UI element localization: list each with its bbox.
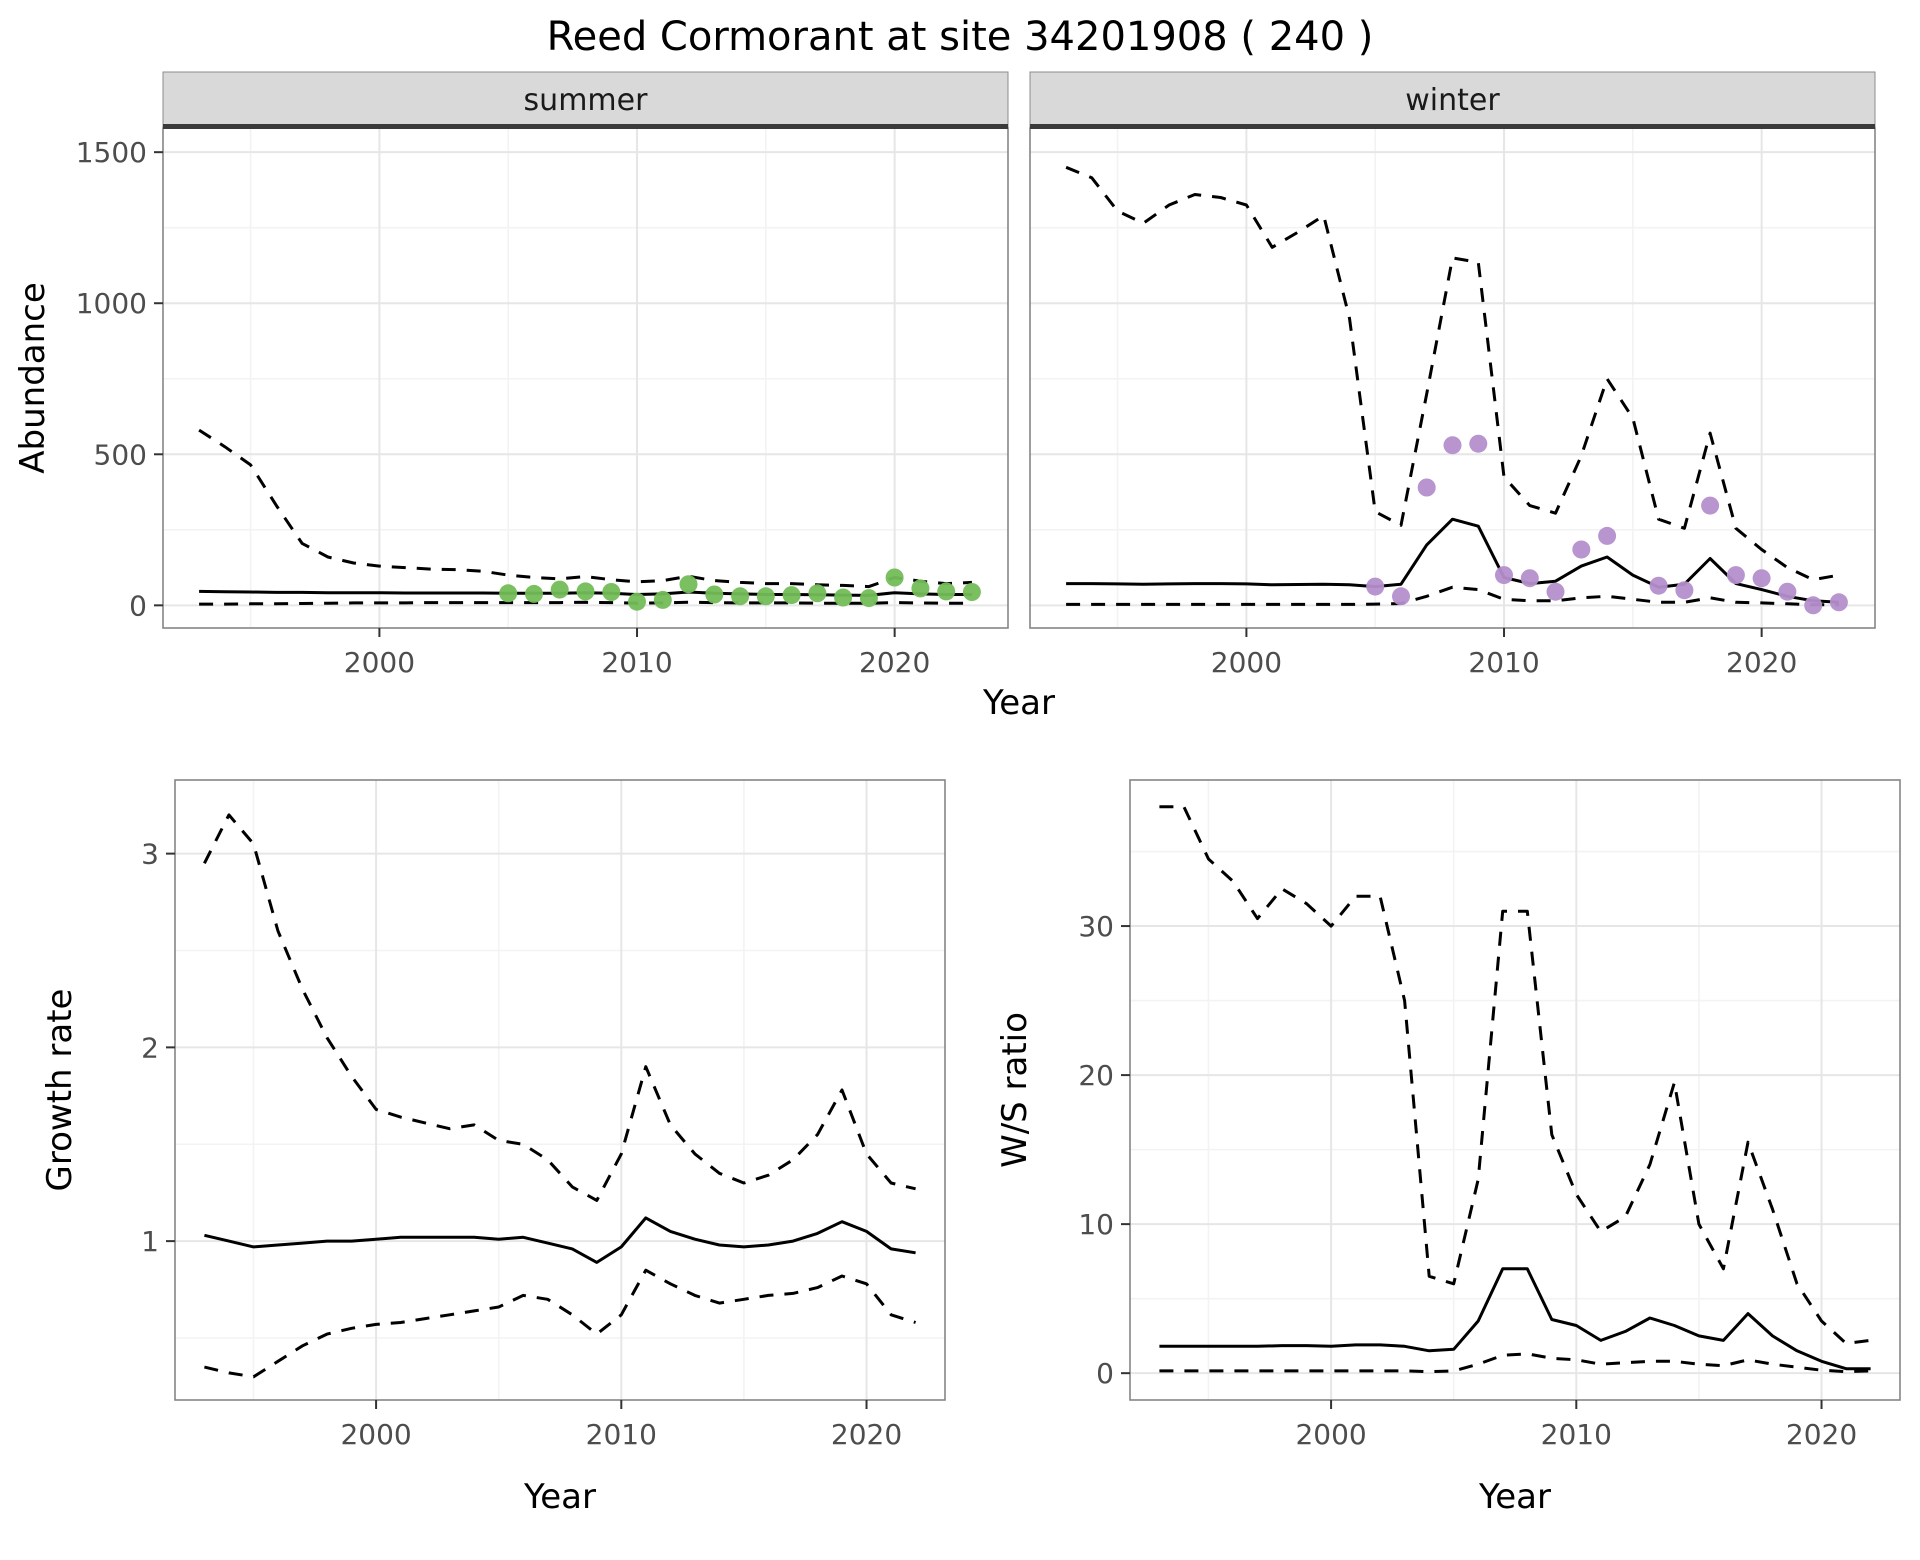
observation-point xyxy=(1829,593,1848,612)
observation-point xyxy=(1598,526,1617,545)
facet-strip xyxy=(1029,71,1876,129)
observation-point xyxy=(962,583,981,601)
observation-point xyxy=(499,584,518,603)
x-axis-title: Year xyxy=(1478,1477,1551,1517)
bottom-row: 2000 2010 2020 1 2 3 Year Growth rate 2000 2010 2… xyxy=(0,750,1920,1540)
series-lower_95ci xyxy=(204,1268,917,1379)
y-tick-label: 3 xyxy=(141,838,159,871)
y-tick-label: 1500 xyxy=(76,136,147,169)
facet-strip-label: winter xyxy=(1405,83,1500,118)
observation-point xyxy=(653,590,672,609)
observation-point xyxy=(550,580,569,599)
observation-point xyxy=(1701,496,1720,515)
x-tick-label: 2020 xyxy=(859,646,930,679)
growth-rate-chart: 2000 2010 2020 1 2 3 Year Growth rate xyxy=(40,779,946,1517)
x-tick-label: 2000 xyxy=(340,1418,411,1451)
observation-point xyxy=(782,586,801,605)
x-tick-label: 2000 xyxy=(344,646,415,679)
panel-abundance_winter: 2000 2010 2020 winter xyxy=(1029,71,1876,679)
panel-border xyxy=(1129,779,1901,1401)
observation-point xyxy=(885,568,904,587)
x-tick-label: 2010 xyxy=(601,646,672,679)
series-lower_95ci xyxy=(1159,1352,1871,1374)
observation-point xyxy=(1752,569,1771,588)
observation-point xyxy=(1520,569,1539,588)
observation-point xyxy=(1572,540,1591,559)
observation-point xyxy=(1417,478,1436,497)
observation-point xyxy=(1649,576,1668,595)
facet-strip xyxy=(162,71,1009,129)
panel-border xyxy=(174,779,946,1401)
observation-point xyxy=(859,589,878,608)
observation-point xyxy=(1443,436,1462,455)
series-lower_95ci xyxy=(1066,585,1839,607)
panel-ws_ratio: 2000 2010 2020 0 10 20 30 xyxy=(1078,779,1901,1451)
y-tick-label: 2 xyxy=(141,1031,159,1064)
observation-point xyxy=(808,584,827,603)
panel-background xyxy=(175,780,945,1400)
page-title: Reed Cormorant at site 34201908 ( 240 ) xyxy=(546,14,1374,60)
panel-abundance_summer: 2000 2010 2020 0 500 1000 1500 summer xyxy=(76,71,1009,679)
observation-point xyxy=(525,584,543,603)
facet-strip-label: summer xyxy=(524,83,649,118)
x-tick-label: 2020 xyxy=(831,1418,902,1451)
y-tick-label: 1000 xyxy=(76,287,147,320)
observation-point xyxy=(731,587,750,606)
panel-growth_rate: 2000 2010 2020 1 2 3 xyxy=(141,779,946,1451)
observation-point xyxy=(1392,587,1410,606)
observation-point xyxy=(1366,577,1385,596)
observation-point xyxy=(602,583,621,601)
series-upper_95ci xyxy=(198,428,972,589)
observation-point xyxy=(937,582,956,601)
panel-background xyxy=(1130,780,1900,1400)
x-axis-title: Year xyxy=(982,683,1055,723)
observation-point xyxy=(1778,582,1797,601)
x-tick-label: 2010 xyxy=(586,1418,657,1451)
y-tick-label: 500 xyxy=(94,438,147,471)
observation-point xyxy=(679,575,698,594)
y-tick-label: 30 xyxy=(1078,910,1114,943)
series-upper_95ci xyxy=(1065,165,1840,582)
y-axis-title: Growth rate xyxy=(40,989,80,1192)
y-tick-label: 0 xyxy=(1096,1357,1114,1390)
observation-point xyxy=(1726,566,1745,585)
series-median xyxy=(1159,1267,1871,1371)
x-tick-label: 2010 xyxy=(1468,646,1539,679)
y-tick-label: 20 xyxy=(1078,1059,1114,1092)
observation-point xyxy=(1546,582,1565,601)
series-median xyxy=(204,1216,916,1264)
x-tick-label: 2020 xyxy=(1786,1418,1857,1451)
observation-point xyxy=(911,579,930,598)
y-tick-label: 1 xyxy=(141,1225,159,1258)
observation-point xyxy=(576,582,595,601)
y-tick-label: 0 xyxy=(129,589,147,622)
x-tick-label: 2000 xyxy=(1295,1418,1366,1451)
observation-point xyxy=(834,588,853,607)
y-axis-title: W/S ratio xyxy=(995,1012,1035,1168)
x-tick-label: 2020 xyxy=(1726,646,1797,679)
observation-point xyxy=(628,592,646,611)
x-axis-title: Year xyxy=(523,1477,596,1517)
x-tick-label: 2000 xyxy=(1211,646,1282,679)
x-tick-label: 2010 xyxy=(1541,1418,1612,1451)
observation-point xyxy=(1469,434,1488,453)
ws-ratio-chart: 2000 2010 2020 0 10 20 30 Year W/S ratio xyxy=(995,779,1901,1517)
observation-point xyxy=(1495,566,1513,585)
observation-point xyxy=(1804,596,1823,615)
y-tick-label: 10 xyxy=(1078,1208,1114,1241)
y-axis-title: Abundance xyxy=(13,282,53,474)
series-median xyxy=(1066,517,1839,604)
series-lower_95ci xyxy=(199,600,972,606)
observation-point xyxy=(705,585,724,604)
observation-point xyxy=(1675,581,1694,600)
observation-point xyxy=(756,587,775,606)
series-upper_95ci xyxy=(1159,805,1871,1345)
